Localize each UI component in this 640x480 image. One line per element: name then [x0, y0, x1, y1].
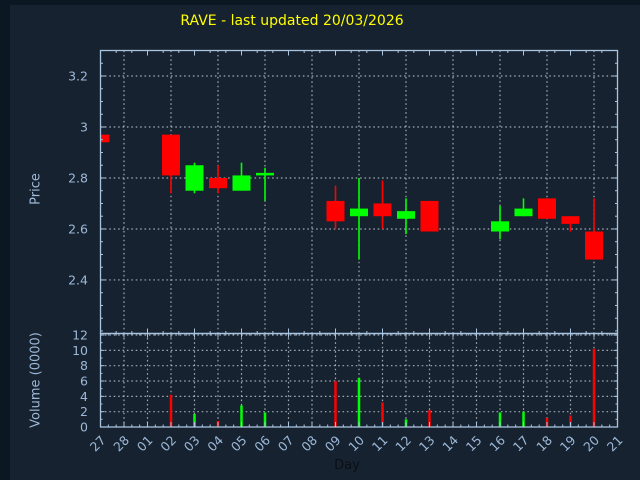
- candle-day-18: [538, 198, 556, 219]
- x-tick-label-07: 07: [275, 433, 297, 455]
- x-tick-label-08: 08: [298, 432, 320, 454]
- candle-day-20: [585, 198, 603, 260]
- x-tick-label-21: 21: [604, 433, 626, 455]
- candle-day-27: [100, 134, 110, 143]
- candle-day-11: [373, 180, 392, 229]
- x-tick-label-28: 28: [110, 432, 132, 454]
- volume-ytick-4: 4: [80, 389, 88, 404]
- axis-ticks: [100, 50, 618, 428]
- volume-bar-day-11: [381, 402, 384, 427]
- x-tick-label-13: 13: [416, 433, 438, 455]
- x-tick-label-12: 12: [392, 433, 414, 455]
- volume-bar-day-10: [357, 377, 361, 427]
- x-tick-label-03: 03: [181, 433, 203, 455]
- candle-day-12: [397, 198, 415, 235]
- x-tick-label-02: 02: [157, 433, 179, 455]
- price-ytick-2.4: 2.4: [68, 272, 88, 287]
- x-tick-label-17: 17: [510, 433, 532, 455]
- x-tick-label-11: 11: [369, 433, 391, 455]
- volume-axis-label: Volume (0000): [28, 332, 44, 428]
- candle-day-05: [232, 162, 251, 191]
- price-ytick-2.8: 2.8: [68, 170, 88, 185]
- volume-bar-day-17: [522, 411, 525, 427]
- price-ytick-labels: 2.4 2.6 2.8 3 3.2: [68, 68, 88, 287]
- volume-bar-day-09: [334, 381, 337, 427]
- candle-day-17: [514, 198, 533, 217]
- candle-day-16: [491, 206, 509, 240]
- volume-bar-day-05: [240, 405, 243, 427]
- volume-bar-day-19: [569, 415, 572, 427]
- candle-day-09: [326, 185, 345, 229]
- price-ytick-3: 3: [80, 119, 88, 134]
- x-tick-label-14: 14: [439, 432, 461, 454]
- volume-bar-day-13: [428, 410, 431, 427]
- x-tick-label-20: 20: [580, 432, 602, 454]
- price-ytick-2.6: 2.6: [68, 221, 88, 236]
- candle-day-04: [209, 165, 227, 194]
- x-tick-label-19: 19: [557, 432, 579, 454]
- price-axis-label: Price: [28, 173, 44, 205]
- x-tick-labels: 27 28 01 02 03 04 05 06 07 08 09 10 11 12 13 14 15 16 17 18…: [87, 432, 626, 454]
- volume-ytick-8: 8: [80, 358, 88, 373]
- x-tick-label-09: 09: [322, 432, 344, 454]
- x-tick-label-01: 01: [134, 433, 156, 455]
- candle-day-19: [561, 216, 580, 232]
- volume-ytick-0: 0: [80, 420, 88, 435]
- x-tick-label-16: 16: [486, 432, 508, 454]
- x-tick-label-04: 04: [204, 432, 226, 454]
- x-tick-label-27: 27: [87, 433, 109, 455]
- x-tick-label-18: 18: [533, 432, 555, 454]
- window-edge-left: [0, 0, 10, 480]
- candle-day-10: [350, 177, 368, 260]
- volume-bar-day-20: [592, 348, 596, 427]
- volume-bar-day-02: [169, 394, 173, 427]
- volume-bar-day-03: [193, 413, 196, 427]
- x-tick-label-10: 10: [345, 432, 367, 454]
- candle-day-03: [185, 162, 204, 194]
- candles: [100, 134, 603, 260]
- volume-bar-day-16: [498, 412, 502, 427]
- window-edge-top: [0, 0, 640, 5]
- x-tick-label-15: 15: [463, 433, 485, 455]
- volume-ytick-2: 2: [80, 404, 88, 419]
- x-tick-label-05: 05: [228, 433, 250, 455]
- volume-bar-day-06: [263, 412, 267, 427]
- candle-day-02: [162, 134, 180, 194]
- price-ytick-3.2: 3.2: [68, 68, 88, 83]
- volume-ytick-12: 12: [72, 328, 88, 343]
- day-axis-label: Day: [334, 458, 360, 473]
- chart-title: RAVE - last updated 20/03/2026: [180, 13, 404, 29]
- volume-ytick-10: 10: [72, 343, 88, 358]
- candle-day-06: [256, 167, 274, 201]
- x-tick-label-06: 06: [251, 432, 273, 454]
- volume-ytick-6: 6: [80, 374, 88, 389]
- candle-day-13: [420, 200, 439, 232]
